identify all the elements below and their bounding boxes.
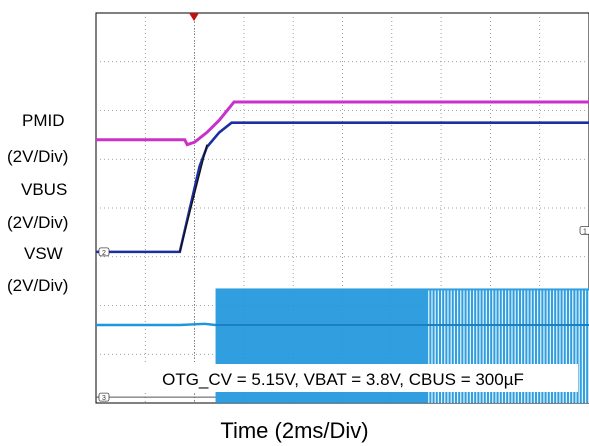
pmid-label: PMID [22,111,65,130]
pmid-scale-label: (2V/Div) [7,147,69,166]
pmid-trace [96,100,589,147]
vsw-label: VSW [24,244,63,263]
ch3-marker-text: 3 [102,395,106,402]
channel-markers: 1 2 3 [98,225,589,402]
vbus-label: VBUS [21,180,68,199]
ch2-marker-text: 2 [102,250,106,257]
trigger-position-marker [189,13,199,21]
vbus-scale-label: (2V/Div) [7,213,69,232]
vsw-scale-label: (2V/Div) [7,276,69,295]
ch3-marker: 3 [98,392,110,402]
x-axis-label: Time (2ms/Div) [220,418,369,443]
ch3-marker-box [98,392,110,402]
ch2-marker-box [98,247,110,257]
vbus-ramp [179,144,208,253]
annotation-background [108,364,578,392]
ch2-marker: 2 [98,247,110,257]
ch1-marker-text: 1 [583,228,587,235]
ch1-marker-box [579,225,589,235]
vsw-switching-envelope [215,288,589,403]
ch1-marker: 1 [579,225,589,235]
vsw-trace [96,322,216,327]
conditions-annotation: OTG_CV = 5.15V, VBAT = 3.8V, CBUS = 300µ… [162,370,524,389]
